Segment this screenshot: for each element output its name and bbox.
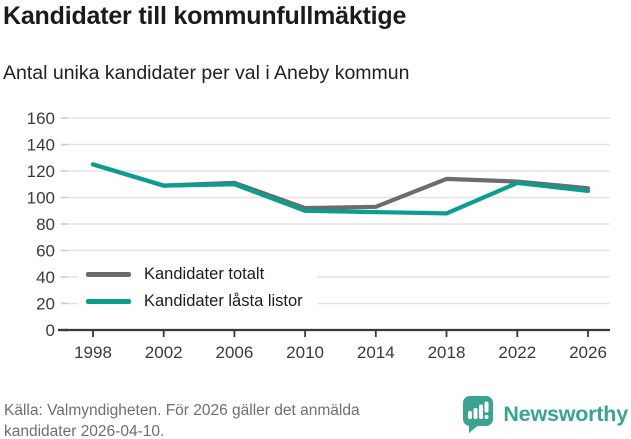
x-tick-label: 1998 (74, 343, 112, 362)
series-line (90, 162, 591, 216)
series-line (90, 162, 591, 211)
y-tick-label: 140 (27, 136, 55, 155)
y-tick-label: 160 (27, 109, 55, 128)
chart-subtitle: Antal unika kandidater per val i Aneby k… (3, 62, 410, 84)
legend-item: Kandidater totalt (86, 261, 303, 288)
legend-swatch (86, 299, 131, 304)
y-tick-label: 60 (36, 242, 55, 261)
newsworthy-wordmark: Newsworthy (503, 401, 628, 426)
x-tick-label: 2018 (428, 343, 466, 362)
y-tick-label: 80 (36, 215, 55, 234)
x-tick-label: 2010 (286, 343, 324, 362)
source-note: Källa: Valmyndigheten. För 2026 gäller d… (4, 402, 360, 439)
legend-label: Kandidater låsta listor (144, 292, 303, 310)
legend-label: Kandidater totalt (144, 265, 265, 283)
newsworthy-logo[interactable]: Newsworthy (462, 395, 628, 433)
legend-swatch (86, 272, 131, 277)
x-tick-label: 2022 (498, 343, 536, 362)
x-tick-label: 2026 (569, 343, 607, 362)
y-tick-label: 100 (27, 189, 55, 208)
y-tick-label: 120 (27, 162, 55, 181)
newsworthy-bubble-chart-icon (463, 396, 494, 433)
y-tick-label: 40 (36, 268, 55, 287)
y-tick-label: 20 (36, 295, 55, 314)
chart-legend: Kandidater totalt Kandidater låsta listor (78, 257, 317, 321)
x-tick-label: 2006 (215, 343, 253, 362)
y-tick-label: 0 (46, 321, 55, 340)
page-title: Kandidater till kommunfullmäktige (3, 2, 407, 30)
x-tick-label: 2014 (357, 343, 395, 362)
legend-item: Kandidater låsta listor (86, 288, 303, 315)
x-tick-label: 2002 (145, 343, 183, 362)
